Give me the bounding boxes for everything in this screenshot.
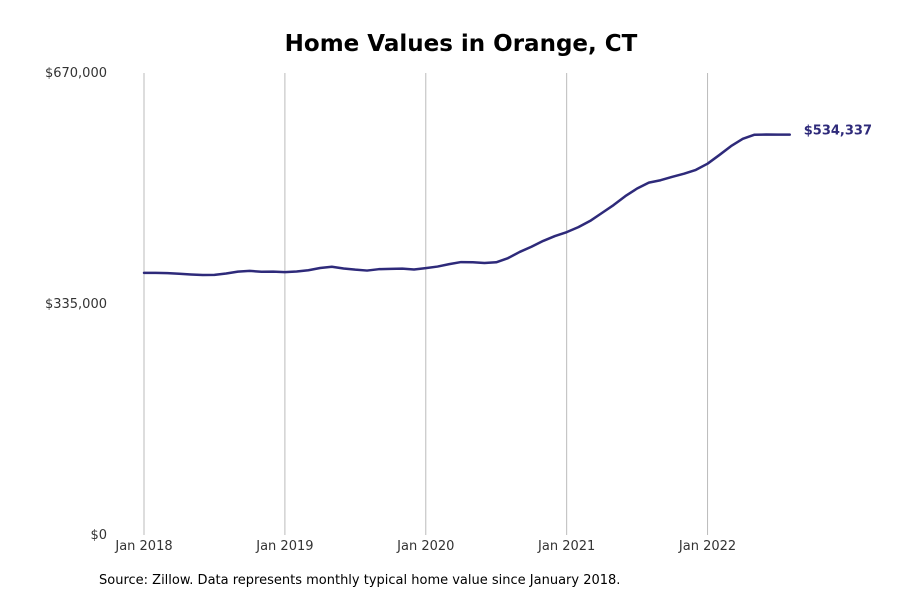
- source-note: Source: Zillow. Data represents monthly …: [99, 573, 621, 588]
- data-point: [166, 272, 168, 274]
- data-point: [331, 266, 333, 268]
- data-point: [789, 133, 791, 135]
- end-value-label: $534,337: [804, 124, 872, 139]
- data-point: [589, 220, 591, 222]
- data-point: [612, 204, 614, 206]
- data-point: [683, 172, 685, 174]
- data-point: [472, 261, 474, 263]
- data-point: [319, 267, 321, 269]
- data-point: [202, 274, 204, 276]
- data-point: [565, 231, 567, 233]
- data-point: [155, 272, 157, 274]
- data-point: [272, 270, 274, 272]
- data-point: [483, 262, 485, 264]
- x-tick-label: Jan 2019: [255, 539, 313, 554]
- data-point: [260, 271, 262, 273]
- data-point: [765, 133, 767, 135]
- y-tick-label: $335,000: [45, 297, 107, 312]
- x-tick-label: Jan 2022: [678, 539, 736, 554]
- data-point: [342, 267, 344, 269]
- y-tick-label: $0: [90, 528, 107, 543]
- data-point: [354, 268, 356, 270]
- data-point: [577, 226, 579, 228]
- data-point: [706, 162, 708, 164]
- y-tick-label: $670,000: [45, 66, 107, 81]
- data-point: [530, 246, 532, 248]
- data-point: [659, 179, 661, 181]
- x-tick-label: Jan 2020: [396, 539, 454, 554]
- data-point: [636, 187, 638, 189]
- data-point: [190, 273, 192, 275]
- data-point: [307, 269, 309, 271]
- data-point: [695, 169, 697, 171]
- data-point: [436, 265, 438, 267]
- data-point: [425, 267, 427, 269]
- data-point: [413, 268, 415, 270]
- x-tick-label: Jan 2018: [114, 539, 172, 554]
- data-point: [378, 268, 380, 270]
- axis-labels: Jan 2018 Jan 2019 Jan 2020 Jan 2021 Jan 2022…: [45, 66, 736, 554]
- data-point: [718, 154, 720, 156]
- data-point: [671, 176, 673, 178]
- series-line: [142, 133, 791, 277]
- data-point: [213, 274, 215, 276]
- data-point: [366, 269, 368, 271]
- data-point: [225, 272, 227, 274]
- data-point: [284, 271, 286, 273]
- data-point: [248, 270, 250, 272]
- data-point: [542, 240, 544, 242]
- data-point: [777, 133, 779, 135]
- data-point: [648, 181, 650, 183]
- data-point: [495, 261, 497, 263]
- data-point: [624, 195, 626, 197]
- data-point: [448, 263, 450, 265]
- data-point: [742, 138, 744, 140]
- data-point: [178, 273, 180, 275]
- data-point: [295, 270, 297, 272]
- data-point: [389, 268, 391, 270]
- gridlines: [143, 73, 709, 535]
- data-point: [507, 257, 509, 259]
- data-point: [730, 145, 732, 147]
- data-point: [554, 235, 556, 237]
- data-point: [401, 267, 403, 269]
- series-layer: $534,337: [142, 124, 872, 277]
- data-point: [237, 270, 239, 272]
- data-point: [519, 251, 521, 253]
- chart-title: Home Values in Orange, CT: [285, 31, 638, 57]
- data-point: [460, 261, 462, 263]
- data-point: [601, 212, 603, 214]
- data-point: [143, 272, 145, 274]
- x-tick-label: Jan 2021: [537, 539, 595, 554]
- data-point: [753, 134, 755, 136]
